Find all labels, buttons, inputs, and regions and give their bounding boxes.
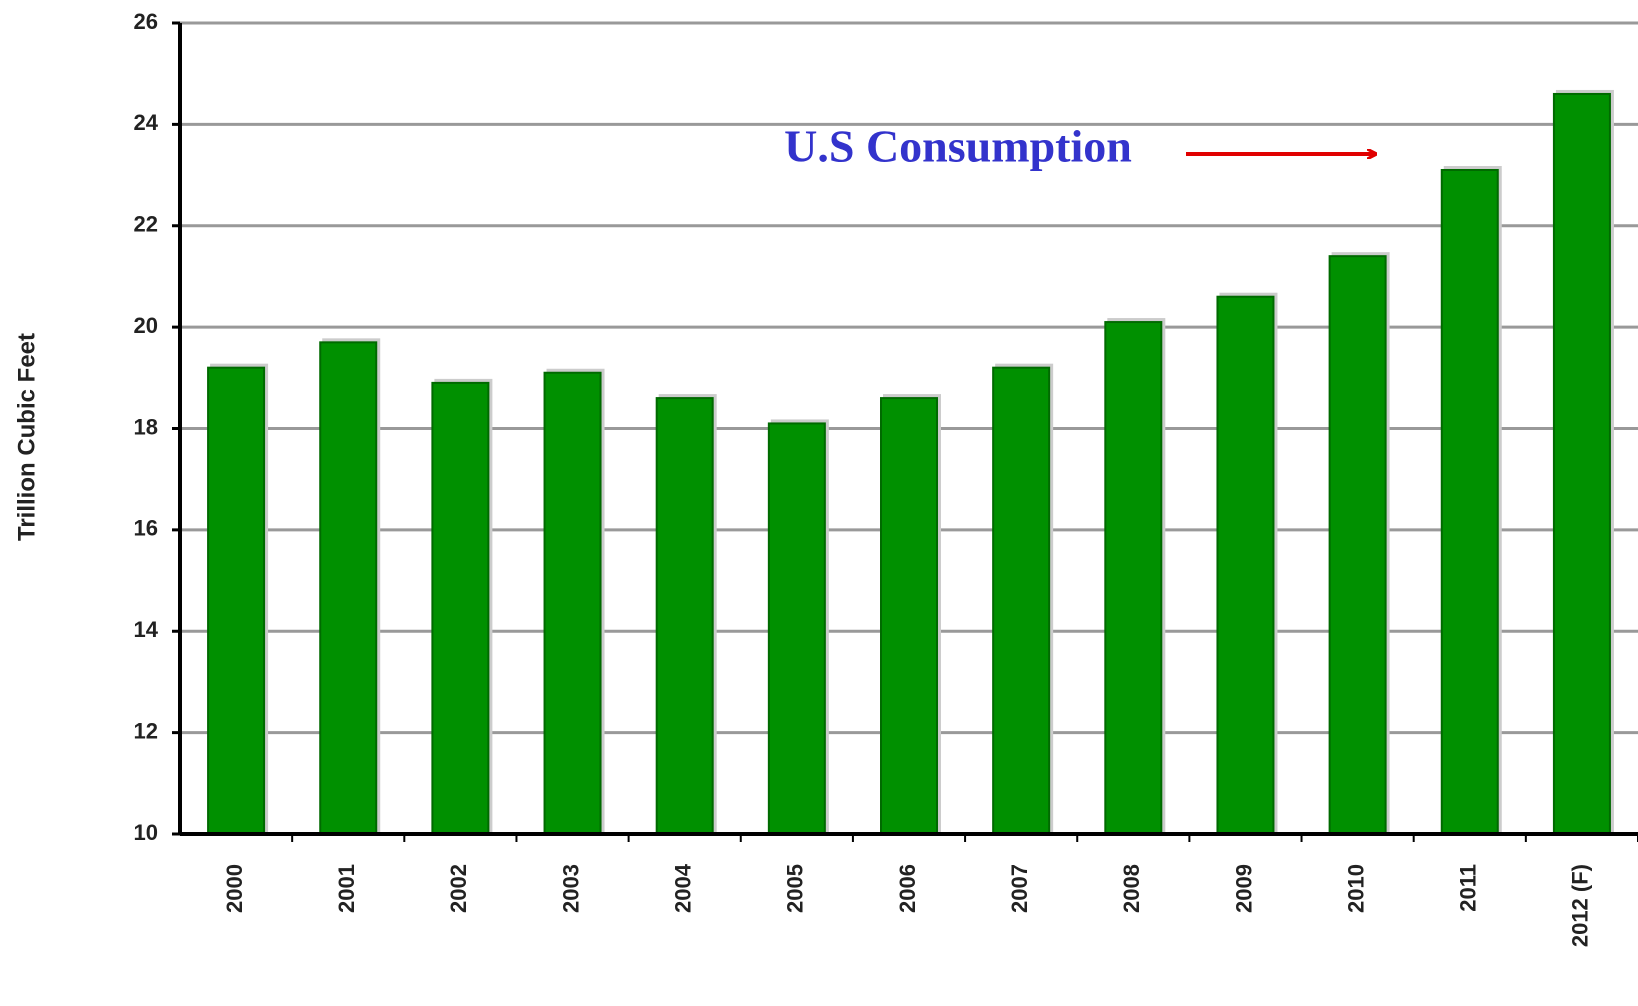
- y-tick-label: 18: [134, 414, 158, 439]
- x-tick-label: 2010: [1343, 864, 1368, 913]
- y-tick-label: 24: [134, 110, 159, 135]
- bar: [207, 366, 266, 835]
- x-tick-label: 2006: [895, 864, 920, 913]
- y-tick-label: 16: [134, 516, 158, 541]
- bar: [543, 371, 602, 835]
- bar: [1552, 92, 1611, 835]
- x-tick-label: 2000: [222, 864, 247, 913]
- x-tick-label: 2004: [671, 863, 696, 913]
- x-tick-label: 2007: [1007, 864, 1032, 913]
- plot-area: 10 12 14 16 18 20 22 24 26 2000 2001 2002 2003 2004 20…: [134, 9, 1638, 947]
- y-tick-label: 22: [134, 212, 158, 237]
- bar: [992, 366, 1051, 835]
- y-tick-label: 10: [134, 820, 158, 845]
- bar: [767, 422, 826, 835]
- x-tick-label: 2012 (F): [1568, 864, 1593, 947]
- bar: [1104, 321, 1163, 835]
- x-tick-label: 2008: [1119, 864, 1144, 913]
- bar: [1328, 255, 1387, 836]
- x-tick-label: 2011: [1456, 864, 1481, 912]
- annotation: U.S Consumption: [784, 121, 1132, 172]
- x-tick-label: 2002: [446, 864, 471, 913]
- x-tick-label: 2009: [1231, 864, 1256, 913]
- y-tick-label: 20: [134, 313, 158, 338]
- y-tick-label: 26: [134, 9, 158, 34]
- x-tick-label: 2001: [334, 864, 359, 913]
- bar: [655, 397, 714, 835]
- bar: [431, 381, 490, 835]
- y-tick-label: 12: [134, 718, 158, 743]
- y-axis-label: Trillion Cubic Feet: [13, 333, 40, 541]
- bar: [1216, 295, 1275, 835]
- x-tick-label: 2003: [558, 864, 583, 913]
- bar: [880, 397, 938, 835]
- bar: [319, 341, 378, 835]
- bar: [1440, 168, 1499, 835]
- x-tick-label: 2005: [783, 864, 808, 913]
- y-tick-label: 14: [134, 617, 159, 642]
